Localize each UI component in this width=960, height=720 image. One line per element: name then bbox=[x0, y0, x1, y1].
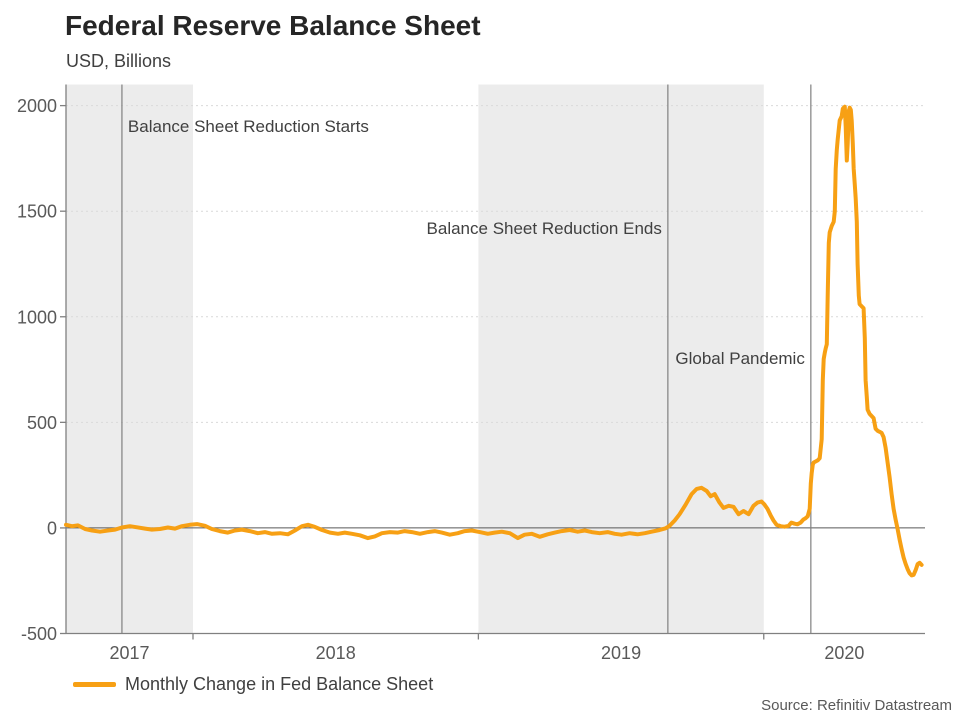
series-line bbox=[64, 104, 924, 578]
annotation-label: Balance Sheet Reduction Ends bbox=[427, 219, 662, 238]
y-tick-label: -500 bbox=[21, 624, 57, 644]
x-tick-label: 2019 bbox=[601, 643, 641, 663]
chart-subtitle: USD, Billions bbox=[66, 51, 172, 71]
y-tick-label: 2000 bbox=[17, 96, 57, 116]
annotation-label: Balance Sheet Reduction Starts bbox=[128, 117, 369, 136]
legend: Monthly Change in Fed Balance Sheet bbox=[73, 672, 433, 696]
annotation-label: Global Pandemic bbox=[675, 349, 805, 368]
y-tick-label: 0 bbox=[47, 518, 57, 538]
x-tick-label: 2018 bbox=[316, 643, 356, 663]
chart-title: Federal Reserve Balance Sheet bbox=[65, 10, 481, 41]
y-tick-label: 1000 bbox=[17, 307, 57, 327]
year-band bbox=[66, 84, 193, 634]
legend-line-swatch bbox=[73, 681, 116, 687]
x-tick-label: 2020 bbox=[824, 643, 864, 663]
source-note: Source: Refinitiv Datastream bbox=[761, 697, 952, 714]
year-band bbox=[478, 84, 764, 634]
y-tick-label: 500 bbox=[27, 413, 57, 433]
x-tick-label: 2017 bbox=[109, 643, 149, 663]
y-tick-label: 1500 bbox=[17, 202, 57, 222]
legend-label: Monthly Change in Fed Balance Sheet bbox=[125, 673, 434, 694]
